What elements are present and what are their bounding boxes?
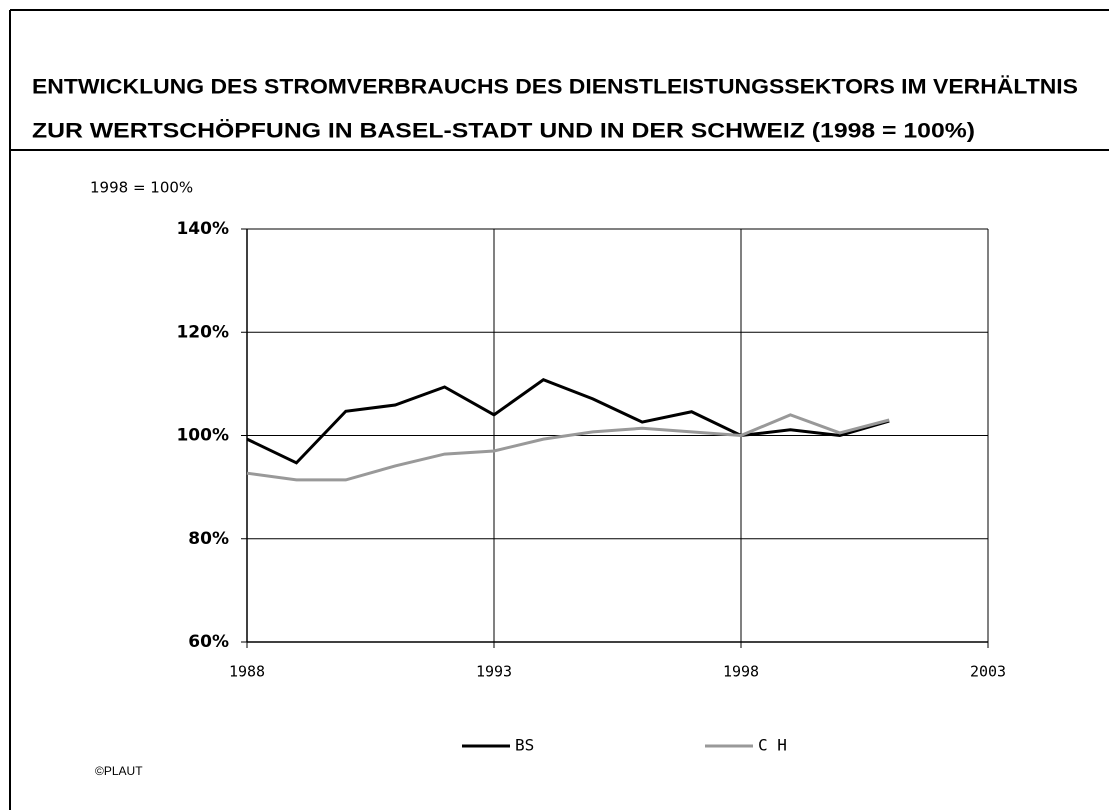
x-tick-label: 2003 (970, 663, 1006, 681)
x-tick-label: 1993 (476, 663, 512, 681)
y-tick-label: 100% (176, 426, 229, 446)
chart-title: ZUR WERTSCHÖPFUNG IN BASEL-STADT UND IN … (32, 120, 975, 143)
x-tick-label: 1998 (723, 663, 759, 681)
y-tick-label: 80% (188, 529, 229, 549)
y-tick-label: 120% (176, 322, 229, 342)
series-line (246, 378, 890, 465)
credit: ©PLAUT (95, 764, 143, 778)
y-tick-label: 140% (176, 219, 229, 239)
legend-label: C H (758, 736, 787, 755)
legend-label: BS (515, 736, 534, 755)
series-line (246, 413, 890, 482)
y-axis-label: 1998 = 100% (90, 179, 193, 197)
chart-title: ENTWICKLUNG DES STROMVERBRAUCHS DES DIEN… (32, 76, 1078, 99)
x-tick-label: 1988 (229, 663, 265, 681)
y-tick-label: 60% (188, 632, 229, 652)
